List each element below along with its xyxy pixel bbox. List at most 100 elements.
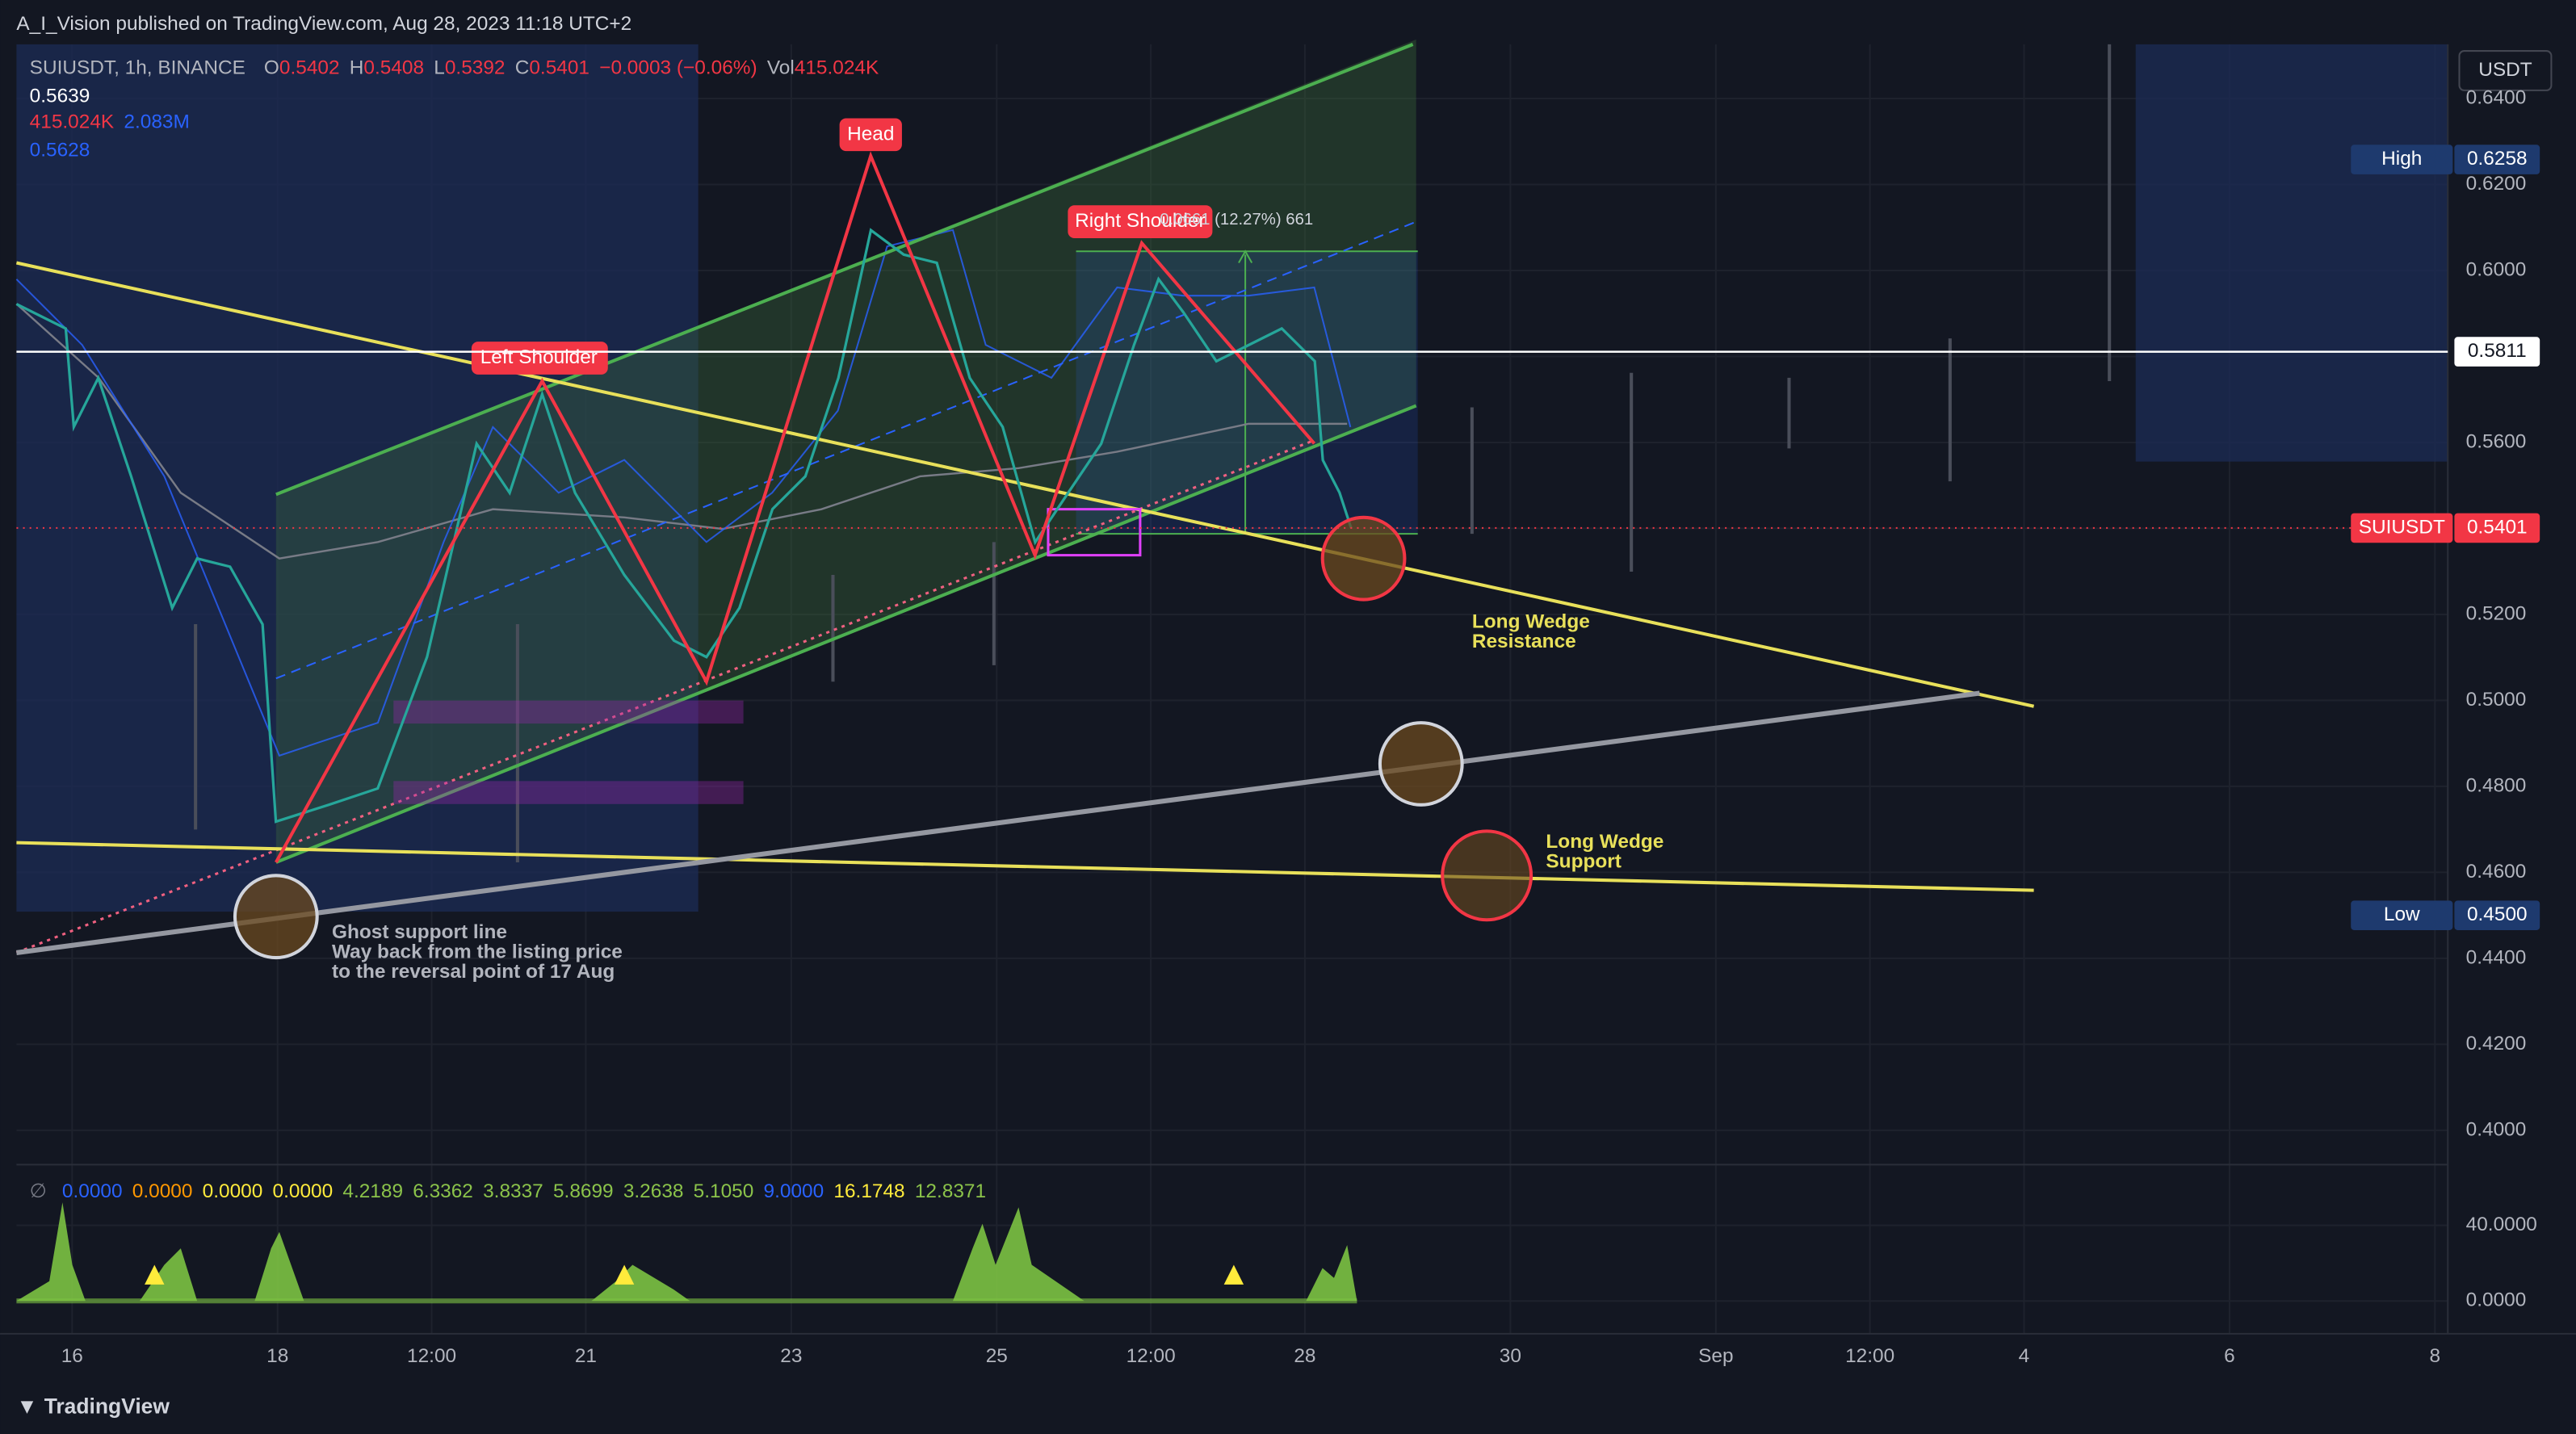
circle-marker — [1320, 515, 1407, 602]
indicator-value: 4.2189 — [342, 1180, 403, 1202]
measure-box — [1076, 251, 1418, 535]
x-tick-label: 28 — [1294, 1345, 1315, 1367]
ohlc-value: 0.5392 — [445, 57, 506, 79]
x-tick-label: 16 — [61, 1345, 83, 1367]
band-value: 0.5628 — [30, 140, 90, 161]
indicator-value: 3.2638 — [623, 1180, 684, 1202]
indicator-value: 9.0000 — [764, 1180, 824, 1202]
head-shoulders — [275, 151, 1316, 864]
price-tag-name-box — [2351, 145, 2453, 174]
price-tag — [2454, 900, 2540, 930]
price-line — [15, 228, 1353, 824]
measure-label: 0.0661 (12.27%) 661 — [1160, 211, 1313, 229]
ghost-note: Way back from the listing price — [332, 941, 623, 962]
price-tag-name-box — [2351, 513, 2453, 543]
future-bars — [194, 44, 2112, 863]
vol-key: Vol — [767, 57, 795, 79]
price-tag-name: High — [2381, 148, 2422, 170]
ma-line — [15, 303, 1348, 560]
brand: ▼ TradingView — [16, 1394, 170, 1418]
range-zone — [16, 44, 699, 912]
x-tick-label: 23 — [780, 1345, 802, 1367]
y-tick-label: 0.4200 — [2466, 1033, 2527, 1055]
indicator-value: 0.0000 — [132, 1180, 193, 1202]
head-label: Head — [847, 123, 894, 145]
y-tick-label: 0.6200 — [2466, 173, 2527, 195]
y-tick-label: 0.4800 — [2466, 774, 2527, 796]
band-line — [15, 229, 1352, 757]
price-tag-name: SUIUSDT — [2359, 516, 2445, 538]
price-tag-label: 0.5401 — [2467, 516, 2528, 538]
indicator-legend: ∅ 0.0000 0.0000 0.0000 0.0000 4.2189 6.3362 3.… — [30, 1180, 986, 1202]
indicator-triangles — [145, 1264, 1244, 1285]
indicator-value: 0.0000 — [62, 1180, 123, 1202]
range-zone — [2135, 44, 2448, 462]
y-tick-label: 40.0000 — [2466, 1214, 2537, 1235]
ghost-note: to the reversal point of 17 Aug — [332, 961, 615, 983]
x-tick-label: 12:00 — [1126, 1345, 1176, 1367]
wedge-support — [16, 841, 2034, 892]
price-tag — [2454, 145, 2540, 174]
x-tick-label: Sep — [1698, 1345, 1733, 1367]
y-tick-label: 0.5600 — [2466, 430, 2527, 452]
channel-mid — [275, 220, 1417, 680]
price-tag-label: 0.6258 — [2467, 148, 2528, 170]
support-note: Long Wedge — [1546, 831, 1663, 853]
ma-value: 0.5639 — [30, 85, 90, 107]
price-tag — [2454, 513, 2540, 543]
price-layer — [15, 228, 1353, 824]
x-tick-label: 4 — [2019, 1345, 2030, 1367]
x-tick-label: 30 — [1500, 1345, 1521, 1367]
y-tick-label: 0.4000 — [2466, 1118, 2527, 1140]
indicator-value: 0.0000 — [273, 1180, 334, 1202]
y-tick-label: 0.0000 — [2466, 1289, 2527, 1311]
indicator-value: 0.0000 — [203, 1180, 263, 1202]
legend: SUIUSDT, 1h, BINANCE O0.5402 H0.5408 L0.53… — [30, 57, 879, 79]
volume-values: 415.024K 2.083M — [30, 111, 190, 133]
unit-box — [2458, 50, 2553, 91]
zone-box — [393, 700, 744, 724]
axis-unit: USDT — [2478, 59, 2532, 81]
resistance-note: Long Wedge — [1472, 610, 1590, 632]
symbol: SUIUSDT, 1h, BINANCE — [30, 57, 245, 79]
brand-name: TradingView — [44, 1394, 170, 1418]
ohlc-key: L — [434, 57, 445, 79]
vol: 415.024K — [795, 57, 879, 79]
measure-arrow — [1238, 249, 1253, 264]
y-tick-label: 0.5000 — [2466, 689, 2527, 711]
y-tick-label: 0.6000 — [2466, 258, 2527, 280]
y-tick-label: 0.4400 — [2466, 946, 2527, 968]
price-tag-label: 0.4500 — [2467, 904, 2528, 925]
indicator-value: 12.8371 — [915, 1180, 986, 1202]
circle-marker — [1441, 829, 1533, 922]
channel-top — [275, 43, 1414, 497]
x-tick-label: 12:00 — [407, 1345, 456, 1367]
y-tick-label: 0.5200 — [2466, 602, 2527, 624]
ohlc-value: 0.5408 — [363, 57, 424, 79]
ohlc-key: H — [350, 57, 364, 79]
price-tag-name: Low — [2384, 904, 2420, 925]
price-tag-label: 0.5811 — [2468, 340, 2527, 362]
ghost-note: Ghost support line — [332, 921, 507, 943]
ohlc-key: O — [264, 57, 279, 79]
circle-marker — [233, 874, 319, 960]
logo: ▼ — [16, 1394, 37, 1418]
x-tick-label: 18 — [266, 1345, 288, 1367]
ohlc-key: C — [515, 57, 530, 79]
x-tick-label: 8 — [2430, 1345, 2441, 1367]
dotted-trend — [15, 438, 1315, 954]
badge — [839, 118, 902, 152]
x-tick-label: 12:00 — [1845, 1345, 1894, 1367]
x-tick-label: 6 — [2224, 1345, 2235, 1367]
zone-box — [1047, 508, 1142, 557]
ohlc-value: 0.5402 — [279, 57, 340, 79]
indicator-value: 5.1050 — [694, 1180, 754, 1202]
vol-value: 415.024K — [30, 111, 115, 133]
indicator-symbol: ∅ — [30, 1180, 47, 1202]
circle-marker — [1378, 721, 1464, 807]
indicator-value: 16.1748 — [833, 1180, 904, 1202]
x-tick-label: 21 — [575, 1345, 597, 1367]
x-tick-label: 25 — [986, 1345, 1008, 1367]
ohlc-value: 0.5401 — [529, 57, 589, 79]
